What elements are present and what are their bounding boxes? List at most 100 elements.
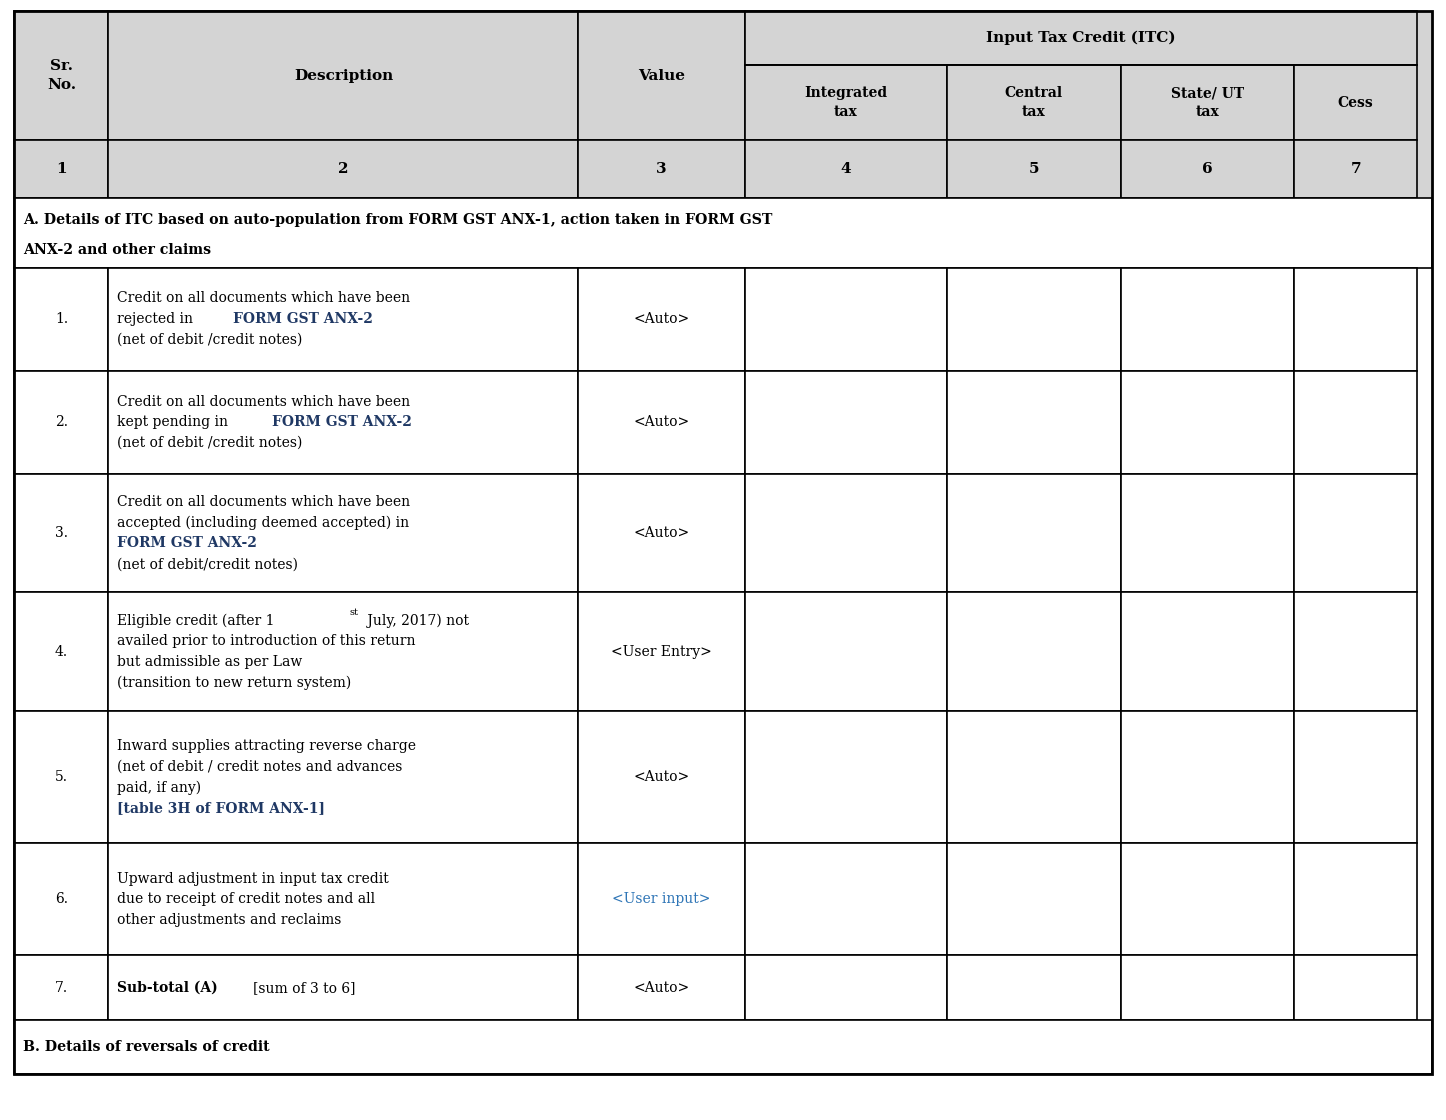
Bar: [745, 474, 947, 592]
Text: FORM GST ANX-2: FORM GST ANX-2: [233, 312, 373, 326]
Text: A. Details of ITC based on auto-population from FORM GST ANX-1, action taken in : A. Details of ITC based on auto-populati…: [23, 214, 772, 227]
Text: State/ UT
tax: State/ UT tax: [1171, 86, 1244, 119]
Bar: [108, 711, 578, 843]
Bar: [745, 268, 947, 371]
Text: due to receipt of credit notes and all: due to receipt of credit notes and all: [117, 893, 376, 906]
Text: st: st: [350, 608, 359, 617]
Text: <Auto>: <Auto>: [633, 526, 690, 540]
Bar: [745, 65, 947, 140]
Bar: [578, 268, 745, 371]
Bar: [14, 711, 108, 843]
Text: but admissible as per Law: but admissible as per Law: [117, 655, 302, 669]
Bar: [1121, 65, 1294, 140]
Text: Sr.
No.: Sr. No.: [46, 59, 77, 92]
Bar: [1294, 268, 1417, 371]
Bar: [745, 11, 1417, 65]
Text: July, 2017) not: July, 2017) not: [363, 614, 469, 628]
Bar: [108, 11, 578, 140]
Bar: [1294, 65, 1417, 140]
Bar: [14, 140, 108, 198]
Bar: [947, 843, 1121, 955]
Bar: [108, 268, 578, 371]
Bar: [1121, 474, 1294, 592]
Text: [table 3H of FORM ANX-1]: [table 3H of FORM ANX-1]: [117, 802, 325, 815]
Bar: [1294, 955, 1417, 1020]
Bar: [1121, 711, 1294, 843]
Text: 7: 7: [1351, 162, 1361, 176]
Bar: [1294, 371, 1417, 474]
Bar: [108, 371, 578, 474]
Text: <Auto>: <Auto>: [633, 312, 690, 326]
Text: paid, if any): paid, if any): [117, 781, 201, 795]
Bar: [1121, 371, 1294, 474]
Text: 2.: 2.: [55, 416, 68, 429]
Bar: [108, 140, 578, 198]
Bar: [1294, 140, 1417, 198]
Text: other adjustments and reclaims: other adjustments and reclaims: [117, 913, 341, 927]
Text: FORM GST ANX-2: FORM GST ANX-2: [272, 416, 412, 429]
Bar: [947, 474, 1121, 592]
Bar: [578, 843, 745, 955]
Bar: [14, 843, 108, 955]
Bar: [1121, 843, 1294, 955]
Bar: [108, 592, 578, 711]
Bar: [947, 955, 1121, 1020]
Text: 5.: 5.: [55, 771, 68, 784]
Bar: [947, 711, 1121, 843]
Bar: [14, 11, 1432, 140]
Text: <User Entry>: <User Entry>: [612, 645, 711, 659]
Text: [sum of 3 to 6]: [sum of 3 to 6]: [253, 981, 356, 995]
Bar: [947, 592, 1121, 711]
Bar: [14, 268, 108, 371]
Text: Credit on all documents which have been: Credit on all documents which have been: [117, 394, 411, 409]
Text: 6: 6: [1202, 162, 1213, 176]
Text: Credit on all documents which have been: Credit on all documents which have been: [117, 291, 411, 306]
Text: Central
tax: Central tax: [1005, 86, 1063, 119]
Text: Cess: Cess: [1338, 95, 1374, 110]
Text: 3: 3: [656, 162, 667, 176]
Text: ANX-2 and other claims: ANX-2 and other claims: [23, 243, 211, 256]
Bar: [14, 11, 108, 140]
Text: (net of debit/credit notes): (net of debit/credit notes): [117, 558, 298, 571]
Bar: [578, 371, 745, 474]
Text: 4: 4: [840, 162, 852, 176]
Bar: [1121, 592, 1294, 711]
Text: 7.: 7.: [55, 981, 68, 995]
Bar: [14, 592, 108, 711]
Text: Upward adjustment in input tax credit: Upward adjustment in input tax credit: [117, 871, 389, 886]
Bar: [947, 268, 1121, 371]
Bar: [745, 711, 947, 843]
Bar: [745, 140, 947, 198]
Text: kept pending in: kept pending in: [117, 416, 233, 429]
Text: Sub-total (A): Sub-total (A): [117, 981, 223, 995]
Bar: [578, 711, 745, 843]
Bar: [1121, 140, 1294, 198]
Bar: [745, 955, 947, 1020]
Bar: [108, 474, 578, 592]
Text: availed prior to introduction of this return: availed prior to introduction of this re…: [117, 634, 415, 648]
Bar: [745, 371, 947, 474]
Bar: [1294, 843, 1417, 955]
Bar: [14, 1020, 1432, 1074]
Text: Eligible credit (after 1: Eligible credit (after 1: [117, 614, 275, 628]
Text: <Auto>: <Auto>: [633, 416, 690, 429]
Bar: [745, 592, 947, 711]
Bar: [578, 955, 745, 1020]
Bar: [578, 592, 745, 711]
Text: 5: 5: [1028, 162, 1040, 176]
Text: B. Details of reversals of credit: B. Details of reversals of credit: [23, 1040, 270, 1054]
Bar: [947, 65, 1121, 140]
Text: Inward supplies attracting reverse charge: Inward supplies attracting reverse charg…: [117, 739, 416, 753]
Text: (net of debit /credit notes): (net of debit /credit notes): [117, 333, 302, 347]
Text: <Auto>: <Auto>: [633, 771, 690, 784]
Text: 2: 2: [338, 162, 348, 176]
Bar: [108, 955, 578, 1020]
Bar: [947, 371, 1121, 474]
Text: (net of debit / credit notes and advances: (net of debit / credit notes and advance…: [117, 760, 402, 774]
Bar: [108, 843, 578, 955]
Text: 6.: 6.: [55, 893, 68, 906]
Bar: [14, 955, 108, 1020]
Text: 4.: 4.: [55, 645, 68, 659]
Bar: [578, 11, 745, 140]
Bar: [14, 140, 1432, 198]
